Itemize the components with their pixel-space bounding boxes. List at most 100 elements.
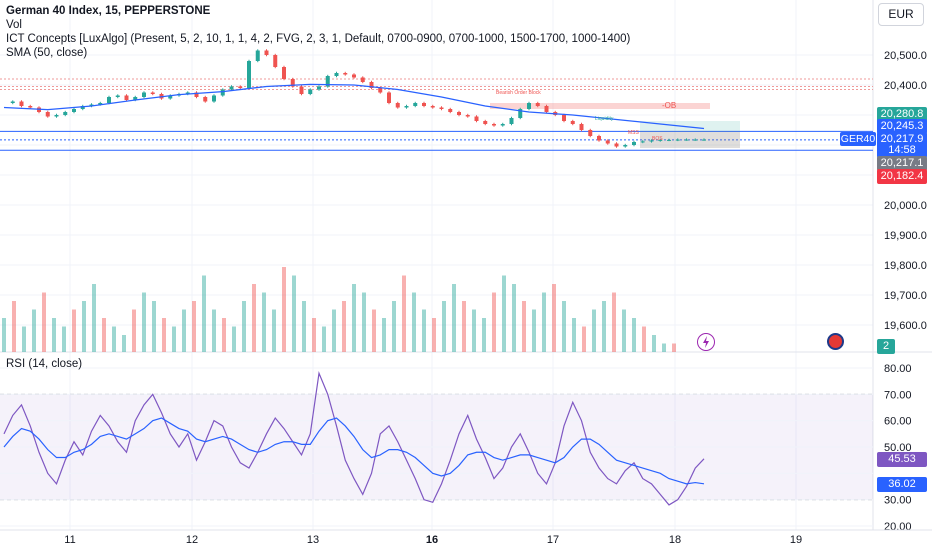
volume-bar — [592, 309, 596, 352]
volume-bar — [172, 326, 176, 352]
volume-bar — [502, 275, 506, 352]
volume-bar — [112, 326, 116, 352]
volume-bar — [482, 318, 486, 352]
rsi-line — [3, 371, 705, 506]
volume-bar — [162, 318, 166, 352]
order-block — [490, 103, 710, 109]
volume-bar — [202, 275, 206, 352]
price-series — [10, 49, 706, 148]
rsi-tick-label: 50.00 — [884, 442, 912, 454]
volume-bar — [102, 318, 106, 352]
candle-body — [413, 103, 418, 106]
date-tick-label: 17 — [547, 534, 559, 546]
volume-bar — [542, 292, 546, 352]
chart-annotations: -OB MSS BOS Bearish Order Block Liquidity — [496, 90, 676, 142]
level-price-tag: 20,245.3 — [877, 119, 927, 134]
candle-body — [168, 95, 173, 99]
volume-bar — [2, 318, 6, 352]
candle-body — [588, 130, 593, 136]
rsi-value-tag: 45.53 — [877, 452, 927, 467]
volume-bar — [602, 301, 606, 352]
candle-body — [72, 109, 76, 112]
candle-body — [527, 103, 531, 109]
candle-body — [107, 97, 111, 103]
date-tick-label: 11 — [64, 534, 75, 546]
candle-body — [229, 86, 234, 90]
volume-bar — [192, 301, 196, 352]
candle-body — [474, 116, 479, 121]
volume-bar — [622, 309, 626, 352]
volume-bar — [442, 301, 446, 352]
rsi-tick-label: 20.00 — [884, 521, 912, 533]
volume-bar — [562, 301, 566, 352]
lightning-icon[interactable] — [697, 333, 715, 351]
volume-bar — [62, 326, 66, 352]
candle-body — [667, 139, 671, 141]
candle-body — [483, 121, 488, 124]
volume-bar — [132, 309, 136, 352]
currency-button[interactable]: EUR — [878, 3, 924, 26]
candle-body — [623, 145, 628, 147]
candle-body — [579, 124, 584, 130]
candle-body — [457, 112, 461, 115]
legend-title: German 40 Index, 15, PEPPERSTONE — [6, 4, 210, 18]
date-tick-label: 13 — [307, 534, 319, 546]
candle-body — [684, 139, 689, 141]
volume-bar — [232, 326, 236, 352]
stop-box — [640, 131, 740, 148]
candle-body — [448, 109, 453, 112]
target-box — [640, 121, 740, 148]
rsi-ma-value-tag: 36.02 — [877, 477, 927, 492]
candle-body — [439, 107, 444, 109]
candle-body — [255, 50, 260, 61]
volume-bar — [222, 318, 226, 352]
candle-body — [185, 92, 190, 94]
volume-bar — [22, 326, 26, 352]
volume-bar — [142, 292, 146, 352]
y-axis: 20,500.020,400.020,100.020,000.019,900.0… — [884, 50, 927, 533]
volume-bar — [292, 275, 296, 352]
volume-bar — [462, 301, 466, 352]
candle-body — [54, 115, 59, 117]
volume-bar — [452, 284, 456, 352]
sma-line — [3, 83, 705, 130]
rsi-tick-label: 60.00 — [884, 416, 912, 428]
volume-bar — [32, 309, 36, 352]
candle-body — [98, 103, 103, 105]
candle-body — [649, 140, 654, 142]
x-axis: 11 12 13 16 17 18 19 — [0, 529, 932, 546]
mss-label: MSS — [628, 130, 640, 136]
legend-sma: SMA (50, close) — [6, 47, 88, 59]
legend-ict: ICT Concepts [LuxAlgo] (Present, 5, 2, 1… — [6, 33, 631, 45]
volume-bar — [242, 301, 246, 352]
volume-bar — [612, 292, 616, 352]
rsi-tick-label: 30.00 — [884, 495, 912, 507]
volume-bar — [152, 301, 156, 352]
candle-body — [115, 95, 120, 97]
candle-body — [658, 139, 663, 141]
volume-count-tag: 2 — [877, 339, 895, 354]
volume-bar — [312, 318, 316, 352]
candle-body — [142, 92, 146, 97]
symbol-tag: GER40 — [840, 132, 876, 146]
candle-body — [28, 106, 33, 108]
price-tick-label: 19,900.0 — [884, 230, 927, 242]
flag-icon[interactable] — [827, 333, 844, 350]
volume-bar — [352, 284, 356, 352]
bos-label: BOS — [652, 136, 663, 142]
candle-body — [422, 103, 426, 106]
candle-body — [675, 139, 680, 141]
candle-body — [518, 109, 523, 118]
volume-bar — [402, 275, 406, 352]
candle-body — [212, 95, 216, 102]
candle-body — [387, 92, 391, 103]
volume-bar — [672, 343, 676, 352]
date-tick-label: 16 — [426, 534, 438, 546]
rsi-ma-line — [3, 417, 705, 485]
volume-bar — [652, 335, 656, 352]
volume-histogram — [2, 267, 676, 352]
volume-bar — [662, 343, 666, 352]
candle-body — [133, 97, 138, 100]
price-tick-label: 19,800.0 — [884, 260, 927, 272]
